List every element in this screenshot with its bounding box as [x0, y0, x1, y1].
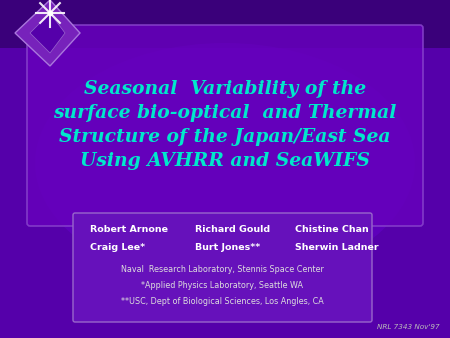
Text: NRL 7343 Nov'97: NRL 7343 Nov'97 — [378, 324, 440, 330]
Text: **USC, Dept of Biological Sciences, Los Angles, CA: **USC, Dept of Biological Sciences, Los … — [121, 296, 324, 306]
FancyBboxPatch shape — [73, 213, 372, 322]
Bar — [0, 0, 450, 48]
Polygon shape — [30, 13, 65, 53]
Text: Robert Arnone: Robert Arnone — [90, 225, 168, 235]
Text: Richard Gould: Richard Gould — [195, 225, 270, 235]
Text: Naval  Research Laboratory, Stennis Space Center: Naval Research Laboratory, Stennis Space… — [121, 266, 324, 274]
Text: Sherwin Ladner: Sherwin Ladner — [295, 243, 378, 252]
Ellipse shape — [35, 43, 415, 283]
Text: Chistine Chan: Chistine Chan — [295, 225, 369, 235]
Text: Burt Jones**: Burt Jones** — [195, 243, 260, 252]
Text: *Applied Physics Laboratory, Seattle WA: *Applied Physics Laboratory, Seattle WA — [141, 282, 303, 290]
Text: Seasonal  Variability of the
surface bio-optical  and Thermal
Structure of the J: Seasonal Variability of the surface bio-… — [53, 79, 397, 170]
FancyBboxPatch shape — [27, 25, 423, 226]
Polygon shape — [15, 0, 80, 66]
Text: Craig Lee*: Craig Lee* — [90, 243, 145, 252]
